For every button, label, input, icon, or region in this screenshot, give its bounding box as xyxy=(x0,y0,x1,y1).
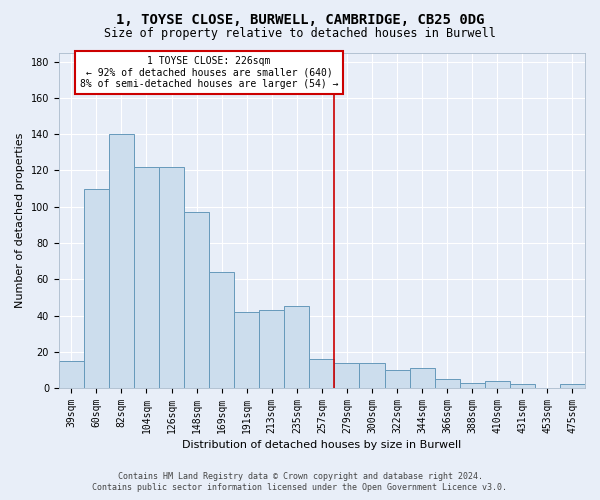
Text: 1 TOYSE CLOSE: 226sqm
← 92% of detached houses are smaller (640)
8% of semi-deta: 1 TOYSE CLOSE: 226sqm ← 92% of detached … xyxy=(80,56,338,90)
Bar xyxy=(460,382,485,388)
Bar xyxy=(159,167,184,388)
Bar xyxy=(334,362,359,388)
Bar xyxy=(410,368,434,388)
Bar xyxy=(259,310,284,388)
Bar xyxy=(560,384,585,388)
Bar xyxy=(385,370,410,388)
Bar xyxy=(284,306,310,388)
Bar xyxy=(359,362,385,388)
Bar xyxy=(59,361,84,388)
X-axis label: Distribution of detached houses by size in Burwell: Distribution of detached houses by size … xyxy=(182,440,461,450)
Bar xyxy=(184,212,209,388)
Bar xyxy=(234,312,259,388)
Bar xyxy=(84,188,109,388)
Bar xyxy=(434,379,460,388)
Y-axis label: Number of detached properties: Number of detached properties xyxy=(15,132,25,308)
Bar xyxy=(109,134,134,388)
Text: Size of property relative to detached houses in Burwell: Size of property relative to detached ho… xyxy=(104,28,496,40)
Text: 1, TOYSE CLOSE, BURWELL, CAMBRIDGE, CB25 0DG: 1, TOYSE CLOSE, BURWELL, CAMBRIDGE, CB25… xyxy=(116,12,484,26)
Bar xyxy=(510,384,535,388)
Text: Contains HM Land Registry data © Crown copyright and database right 2024.
Contai: Contains HM Land Registry data © Crown c… xyxy=(92,472,508,492)
Bar xyxy=(134,167,159,388)
Bar xyxy=(310,359,334,388)
Bar xyxy=(209,272,234,388)
Bar xyxy=(485,381,510,388)
